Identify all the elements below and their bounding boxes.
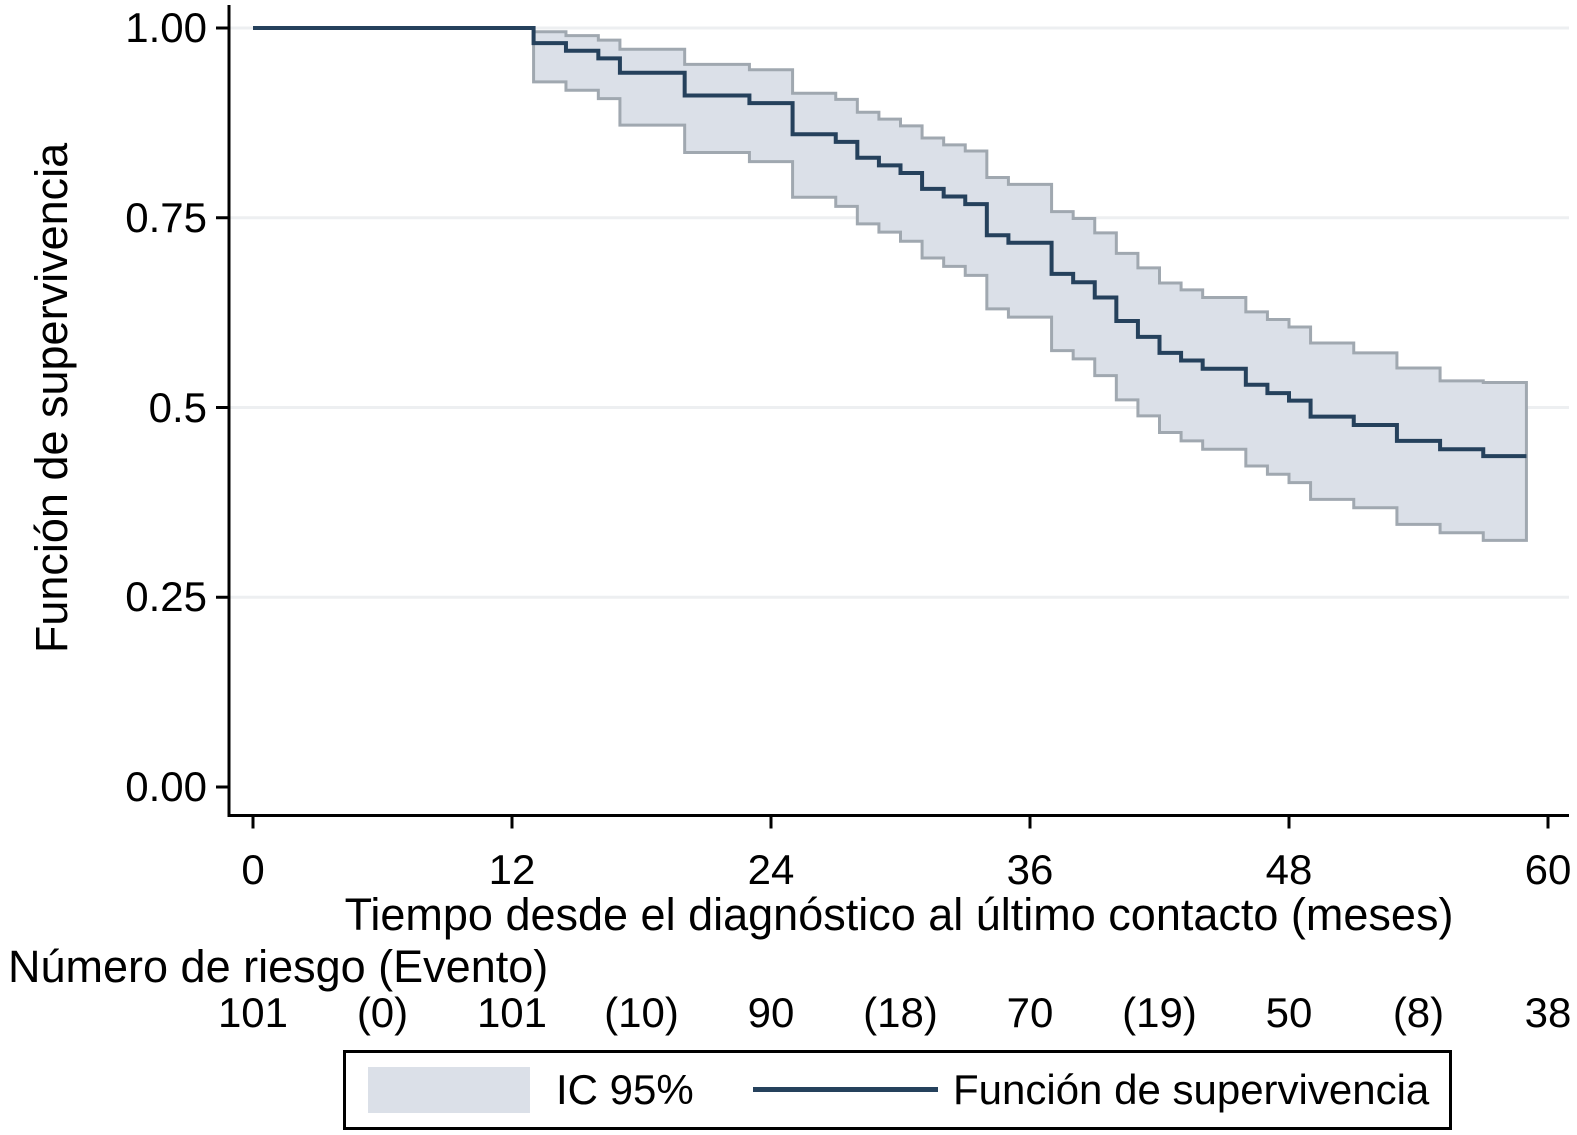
confidence-band: [532, 30, 1528, 542]
x-tick-label: 36: [1006, 846, 1054, 893]
legend-line-swatch: [753, 1087, 938, 1092]
y-tick-label: 0.5: [148, 383, 207, 431]
risk-cell: 50: [1265, 989, 1313, 1036]
risk-cell: 101: [476, 989, 548, 1036]
x-tick-label: 48: [1265, 846, 1313, 893]
risk-cell: (10): [604, 989, 679, 1036]
y-tick-label: 0.25: [125, 573, 207, 621]
legend: IC 95% Función de supervivencia: [343, 1050, 1452, 1130]
x-axis-title: Tiempo desde el diagnóstico al último co…: [344, 889, 1454, 940]
risk-cell: (19): [1122, 989, 1197, 1036]
y-tick-label: 1.00: [125, 4, 207, 51]
y-axis-title: Función de supervivencia: [26, 142, 77, 654]
legend-ci-label: IC 95%: [556, 1066, 694, 1113]
x-tick-label: 24: [747, 846, 795, 893]
risk-cell: 38: [1524, 989, 1572, 1036]
x-tick-label: 60: [1524, 846, 1572, 893]
legend-line-label: Función de supervivencia: [953, 1066, 1430, 1113]
risk-cell: 70: [1006, 989, 1054, 1036]
y-tick-label: 0.75: [125, 193, 207, 241]
risk-cell: (18): [863, 989, 938, 1036]
risk-cell: (0): [356, 989, 409, 1036]
km-curve: [253, 26, 1527, 459]
x-tick-label: 12: [488, 846, 536, 893]
risk-cell: (8): [1392, 989, 1445, 1036]
risk-cell: 101: [217, 989, 289, 1036]
risk-table-header: Número de riesgo (Evento): [8, 941, 549, 992]
y-tick-label: 0.00: [125, 763, 207, 810]
risk-cell: 90: [747, 989, 795, 1036]
legend-ci-band-swatch: [368, 1067, 530, 1113]
x-tick-label: 0: [241, 846, 265, 893]
